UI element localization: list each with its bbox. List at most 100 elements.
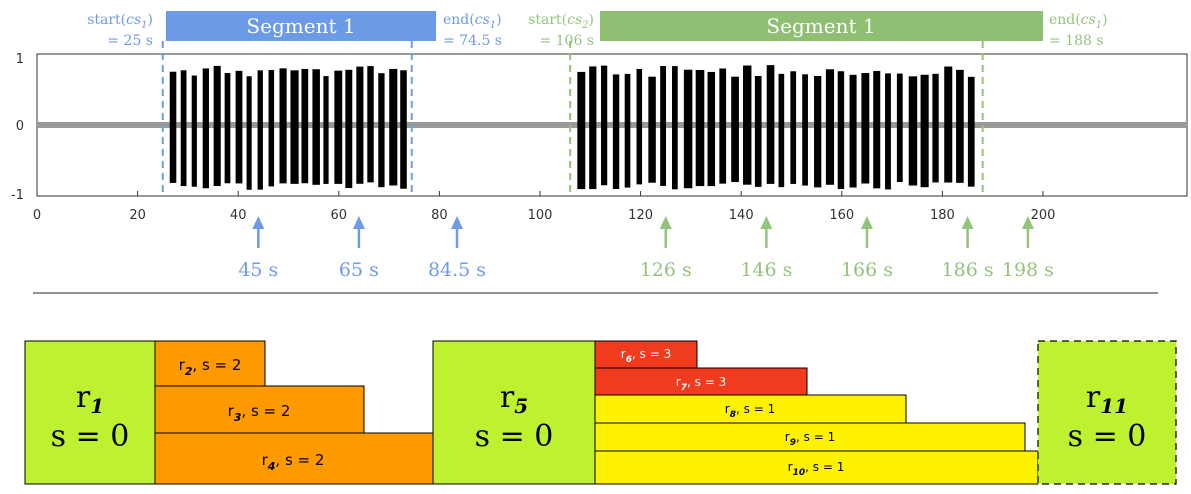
box-r2 <box>154 340 266 387</box>
segment-boundaries <box>161 41 984 192</box>
waveform-burst <box>624 73 631 188</box>
segment-2-end-value: = 188 s <box>1049 33 1104 49</box>
waveform-burst <box>334 70 343 184</box>
box-r8-s: , s = 1 <box>736 402 775 416</box>
waveform-burst <box>683 69 693 189</box>
x-tick-label: 80 <box>431 208 448 223</box>
box-r10-label: r10, s = 1 <box>788 460 845 478</box>
x-tick-label: 100 <box>528 208 553 223</box>
waveform-burst <box>268 70 275 187</box>
waveform-bursts <box>169 65 975 190</box>
waveform-burst <box>323 76 329 184</box>
box-r2-label: r2, s = 2 <box>179 356 242 378</box>
time-arrow-head <box>451 216 464 229</box>
waveform-burst <box>790 71 797 184</box>
segment-1-end-sub: 1 <box>490 20 496 31</box>
time-arrow-head <box>252 216 265 229</box>
x-tick-label: 160 <box>829 208 854 223</box>
waveform-burst <box>896 73 903 183</box>
waveform-burst <box>766 65 775 184</box>
box-r11-r: r <box>1086 380 1101 415</box>
box-r7-label: r7, s = 3 <box>676 375 726 393</box>
waveform-burst <box>312 69 320 185</box>
box-r3-r: r <box>228 402 235 420</box>
x-tick-label: 20 <box>129 208 146 223</box>
box-r2-s: , s = 2 <box>192 356 241 374</box>
waveform-burst <box>577 71 586 190</box>
segment-bar-2 <box>600 11 1043 41</box>
waveform-burst <box>301 68 309 184</box>
box-r11 <box>1037 340 1177 485</box>
waveform-burst <box>695 69 705 187</box>
box-r1-r: r <box>76 380 91 415</box>
box-r3 <box>154 385 365 434</box>
waveform-burst <box>235 70 243 184</box>
waveform-burst <box>861 73 870 184</box>
waveform-burst <box>885 73 891 190</box>
box-r6-s: , s = 3 <box>632 347 671 361</box>
segment-2-start-sub: 2 <box>581 20 588 31</box>
box-r1-label: r1 <box>76 380 104 418</box>
box-r4 <box>154 432 434 485</box>
waveform-burst <box>672 66 678 190</box>
waveform-panel: Segment 1 Segment 1 start(cs1) = 25 s en… <box>11 11 1188 281</box>
segment-1-start-value: = 25 s <box>107 33 153 49</box>
waveform-burst <box>920 74 929 188</box>
segment-1-end-value: = 74.5 s <box>443 33 502 49</box>
waveform-burst <box>719 68 727 184</box>
segment-2-end-sub: 1 <box>1096 20 1102 31</box>
segment-1-end-label: end(cs1) <box>443 12 502 31</box>
box-r9-label: r9, s = 1 <box>785 430 835 448</box>
waveform-burst <box>743 65 752 185</box>
box-r4-sub: 4 <box>267 460 276 473</box>
waveform-burst <box>202 68 209 189</box>
waveform-burst <box>837 71 845 190</box>
waveform-burst <box>345 69 353 189</box>
time-arrow-head <box>1021 216 1034 229</box>
box-r3-sub: 3 <box>234 411 242 424</box>
waveform-burst <box>636 68 643 185</box>
box-r11-s: s = 0 <box>1068 419 1147 454</box>
box-r2-sub: 2 <box>185 365 193 378</box>
time-arrows: 45 s 65 s 84.5 s 126 s 146 s 166 s 186 s 198 s <box>238 216 1054 281</box>
box-r10-sub: 10 <box>793 468 806 478</box>
segment-2-start-fn: start( <box>528 12 567 28</box>
box-r5-r: r <box>500 380 515 415</box>
waveform-burst <box>731 76 739 183</box>
time-arrow-head <box>760 216 773 229</box>
box-r6-r: r <box>621 347 626 361</box>
box-r4-r: r <box>262 451 269 469</box>
box-r1-s: s = 0 <box>51 419 130 454</box>
segment-2-end-fn: end( <box>1049 12 1081 28</box>
box-r8-sub: 8 <box>730 410 736 420</box>
waveform-burst <box>660 66 667 186</box>
time-arrow-label: 186 s <box>942 259 994 281</box>
waveform-burst <box>367 66 374 183</box>
waveform-burst <box>849 74 857 188</box>
y-tick-label: 0 <box>16 119 24 134</box>
waveform-burst <box>932 73 939 183</box>
segment-1-start-sub: 1 <box>141 20 147 31</box>
segment-2-end-close: ) <box>1102 12 1107 28</box>
segment-1-start-close: ) <box>148 12 153 28</box>
time-arrow-head <box>352 216 365 229</box>
hypothesis-boxes: r1 s = 0 r2, s = 2 r3, s = 2 r4, s = 2 r… <box>24 340 1177 485</box>
segment-2-start-close: ) <box>589 12 594 28</box>
box-r8-label: r8, s = 1 <box>725 402 775 420</box>
waveform-burst <box>589 66 597 190</box>
waveform-burst <box>648 76 656 183</box>
waveform-burst <box>802 74 808 186</box>
waveform-burst <box>290 70 299 184</box>
box-r6-label: r6, s = 3 <box>621 347 671 365</box>
box-r10-s: , s = 1 <box>805 460 844 474</box>
waveform-burst <box>246 76 252 190</box>
segment-1-end-fn: end( <box>443 12 475 28</box>
segment-1-end-close: ) <box>496 12 501 28</box>
time-arrow-head <box>961 216 974 229</box>
box-r6-sub: 6 <box>626 355 632 365</box>
waveform-burst <box>400 70 407 189</box>
x-axis-ticks: 0 20 40 60 80 100 120 140 160 180 200 <box>33 191 1055 223</box>
waveform-burst <box>356 66 364 184</box>
segment-2-start-var: cs <box>567 12 582 28</box>
x-tick-label: 40 <box>230 208 247 223</box>
